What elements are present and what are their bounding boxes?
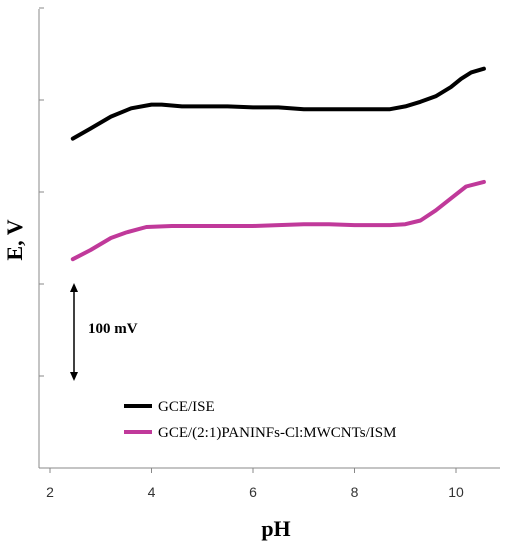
x-axis-ticks: 2 4 6 8 10: [46, 468, 464, 500]
x-tick-label: 8: [351, 484, 359, 500]
y-axis-title: E, V: [2, 219, 27, 260]
x-tick-label: 6: [249, 484, 257, 500]
y-axis-ticks: [39, 7, 44, 377]
x-tick-label: 4: [148, 484, 156, 500]
series-line-0: [70, 66, 486, 141]
scale-bar-arrowhead-down: [70, 372, 78, 381]
legend: GCE/ISE GCE/(2:1)PANINFs-Cl:MWCNTs/ISM: [124, 399, 396, 441]
legend-label-gce-ise: GCE/ISE: [158, 399, 215, 415]
x-tick-label: 10: [448, 484, 464, 500]
scale-bar: 100 mV: [70, 283, 138, 381]
series-layer: [70, 66, 486, 262]
series-line-1: [70, 179, 486, 262]
scale-bar-label: 100 mV: [88, 321, 138, 337]
x-tick-label: 2: [46, 484, 54, 500]
legend-label-panin-ism: GCE/(2:1)PANINFs-Cl:MWCNTs/ISM: [158, 425, 396, 441]
scale-bar-arrowhead-up: [70, 283, 78, 292]
x-axis-title: pH: [261, 516, 290, 541]
plot-frame: [38, 9, 500, 469]
